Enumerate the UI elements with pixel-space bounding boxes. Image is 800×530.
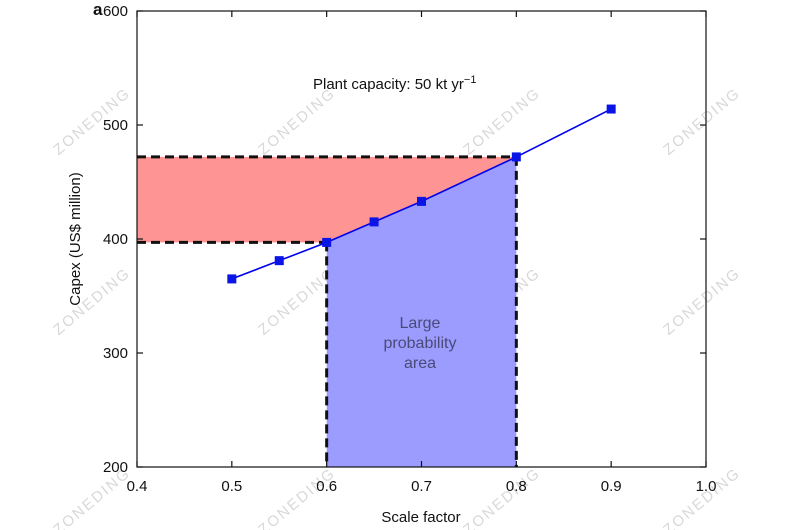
blue-region bbox=[326, 156, 517, 468]
plant-capacity-annotation: Plant capacity: 50 kt yr−1 bbox=[313, 74, 476, 93]
watermark-text: ZONEDING bbox=[660, 84, 744, 158]
y-tick-label: 300 bbox=[103, 345, 128, 362]
data-point bbox=[511, 152, 521, 162]
data-point bbox=[274, 256, 284, 266]
large-probability-area-line-2: probability bbox=[384, 335, 457, 352]
x-tick-label: 0.4 bbox=[127, 478, 148, 495]
x-tick-label: 0.9 bbox=[601, 478, 622, 495]
y-axis-label: Capex (US$ million) bbox=[67, 172, 84, 305]
x-tick-label: 0.8 bbox=[506, 478, 527, 495]
x-tick-label: 1.0 bbox=[696, 478, 717, 495]
axis-ticks: 0.4 0.5 0.6 0.7 0.8 0.9 1.0 200 300 400 500 600 bbox=[103, 3, 716, 495]
panel-label: a bbox=[93, 0, 103, 19]
y-tick-label: 200 bbox=[103, 459, 128, 476]
y-tick-label: 400 bbox=[103, 231, 128, 248]
large-probability-area-line-1: Large bbox=[400, 315, 441, 332]
x-tick-label: 0.5 bbox=[221, 478, 242, 495]
watermark-text: ZONEDING bbox=[460, 464, 544, 530]
x-tick-label: 0.7 bbox=[411, 478, 432, 495]
y-tick-label: 600 bbox=[103, 3, 128, 20]
watermark-text: ZONEDING bbox=[255, 464, 339, 530]
data-point bbox=[606, 104, 616, 114]
data-point bbox=[227, 274, 237, 284]
red-region bbox=[137, 156, 517, 243]
watermark-text: ZONEDING bbox=[255, 84, 339, 158]
data-point bbox=[322, 237, 332, 247]
watermark-text: ZONEDING bbox=[460, 84, 544, 158]
x-tick-label: 0.6 bbox=[316, 478, 337, 495]
shaded-regions bbox=[137, 155, 518, 468]
data-point bbox=[369, 217, 379, 227]
data-point bbox=[417, 196, 426, 206]
series-layer bbox=[227, 104, 616, 284]
plant-capacity-text: Plant capacity: 50 kt yr bbox=[313, 76, 464, 93]
watermark-text: ZONEDING bbox=[50, 264, 134, 338]
large-probability-area-line-3: area bbox=[404, 355, 436, 372]
x-axis-label: Scale factor bbox=[381, 509, 460, 526]
watermark-text: ZONEDING bbox=[660, 264, 744, 338]
y-tick-label: 500 bbox=[103, 117, 128, 134]
plant-capacity-superscript: −1 bbox=[464, 74, 477, 86]
watermark-text: ZONEDING bbox=[660, 464, 744, 530]
